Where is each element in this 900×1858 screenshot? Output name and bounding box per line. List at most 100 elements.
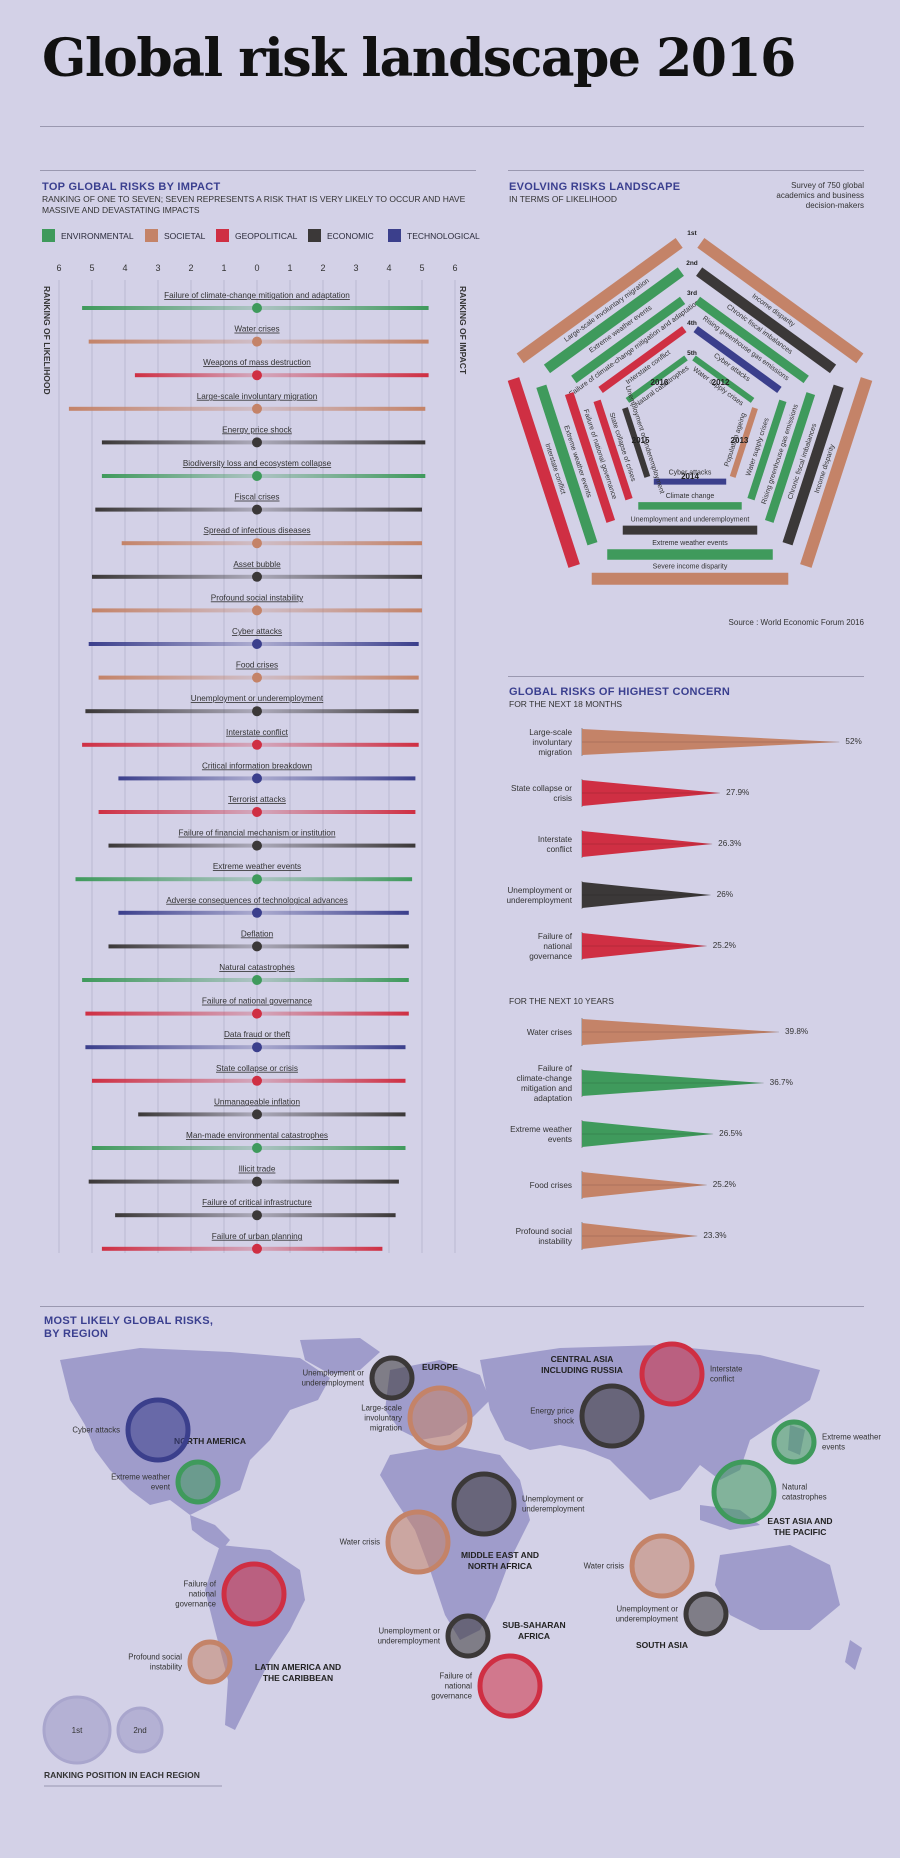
risk-row-critical-information-breakdown: Critical information breakdown bbox=[118, 761, 416, 784]
concern-value: 26.3% bbox=[718, 839, 741, 848]
evolving-segment-2013-3 bbox=[764, 392, 816, 523]
risk-row-large-scale-involuntary-migration: Large-scale involuntary migration bbox=[68, 392, 426, 414]
impact-bar bbox=[257, 339, 429, 344]
source-note: Source : World Economic Forum 2016 bbox=[728, 618, 864, 627]
risk-row-spread-of-infectious-diseases: Spread of infectious diseases bbox=[121, 526, 422, 549]
risk-label: Water crises bbox=[234, 325, 279, 334]
impact-bar bbox=[257, 675, 419, 680]
legend-swatch-geopolitical bbox=[216, 229, 229, 242]
likelihood-bar bbox=[101, 1246, 258, 1251]
evolving-segment-2016-5 bbox=[625, 355, 688, 403]
impact-bar bbox=[257, 877, 413, 882]
impact-section-title: TOP GLOBAL RISKS BY IMPACT bbox=[42, 181, 221, 193]
region-markers: NORTH AMERICA Cyber attacks Extreme weathe… bbox=[72, 1341, 881, 1719]
risk-label: Failure of financial mechanism or instit… bbox=[179, 829, 336, 838]
risk-label: Failure of urban planning bbox=[212, 1232, 303, 1241]
likelihood-axis-label: RANKING OF LIKELIHOOD bbox=[42, 286, 52, 395]
risk-bubble bbox=[175, 1459, 221, 1505]
risk-center-dot bbox=[252, 571, 262, 582]
risk-bubble-label: Failure of national governance bbox=[175, 1580, 217, 1609]
concern-triangle bbox=[582, 1070, 764, 1096]
likelihood-bar bbox=[85, 1011, 258, 1016]
risk-bubble bbox=[579, 1383, 645, 1449]
concern-label: State collapse or crisis bbox=[511, 784, 572, 803]
concern-row-18m-interstate-conflict: Interstate conflict 26.3% bbox=[538, 830, 741, 858]
legend-label-economic: ECONOMIC bbox=[327, 230, 374, 241]
risk-row-extreme-weather-events: Extreme weather events bbox=[75, 862, 413, 885]
impact-bar bbox=[257, 541, 422, 546]
likelihood-bar bbox=[108, 944, 257, 949]
risk-label: Natural catastrophes bbox=[219, 963, 295, 972]
impact-bar bbox=[257, 810, 416, 814]
concern-10y-subtitle: FOR THE NEXT 10 YEARS bbox=[509, 996, 614, 1006]
evolving-label-2014-2: Extreme weather events bbox=[652, 540, 728, 547]
concern-triangle bbox=[582, 1019, 780, 1045]
evolving-segment-2016-3 bbox=[571, 296, 686, 384]
likelihood-bar bbox=[92, 574, 257, 579]
risk-row-illicit-trade: Illicit trade bbox=[88, 1165, 399, 1187]
risk-center-dot bbox=[252, 370, 262, 381]
risk-bubble bbox=[385, 1509, 451, 1575]
risk-bubble bbox=[477, 1653, 543, 1719]
risk-row-terrorist-attacks: Terrorist attacks bbox=[98, 795, 416, 817]
likelihood-bar bbox=[115, 1213, 257, 1218]
likelihood-bar bbox=[88, 642, 257, 646]
risk-label: Asset bubble bbox=[233, 560, 281, 569]
legend-item-geopolitical: GEOPOLITICAL bbox=[216, 229, 297, 242]
concern-label: Interstate conflict bbox=[538, 835, 573, 854]
risk-center-dot bbox=[252, 1176, 262, 1187]
legend-swatch-societal bbox=[145, 229, 158, 242]
risk-center-dot bbox=[252, 471, 262, 481]
evolving-segment-2016-2 bbox=[543, 267, 684, 374]
risk-center-dot bbox=[252, 706, 262, 717]
risk-label: Failure of national governance bbox=[202, 997, 313, 1006]
region-south-asia: SOUTH ASIA Water crisis Unemployment or und… bbox=[584, 1533, 729, 1650]
year-label-2014: 2014 bbox=[681, 472, 699, 481]
rank-label-5: 5th bbox=[687, 350, 697, 357]
impact-bar bbox=[257, 1213, 396, 1218]
likelihood-bar bbox=[92, 1078, 257, 1083]
impact-bar bbox=[257, 406, 426, 411]
evolving-segment-2015-1 bbox=[507, 377, 580, 568]
risk-label: Man-made environmental catastrophes bbox=[186, 1131, 328, 1140]
risk-bubble bbox=[187, 1639, 233, 1685]
risk-center-dot bbox=[252, 672, 262, 683]
evolving-segment-2013-4 bbox=[747, 399, 787, 501]
likelihood-bar bbox=[118, 776, 258, 781]
risk-row-failure-of-financial-mechanism-or-institution: Failure of financial mechanism or instit… bbox=[108, 829, 416, 851]
risk-row-failure-of-urban-planning: Failure of urban planning bbox=[101, 1232, 383, 1254]
risk-center-dot bbox=[252, 1109, 262, 1120]
title-divider bbox=[40, 126, 864, 127]
impact-bar bbox=[257, 507, 422, 512]
risk-bubble bbox=[639, 1341, 705, 1407]
likelihood-bar bbox=[82, 742, 257, 747]
tick-right-4: 4 bbox=[386, 263, 391, 273]
risk-label: Illicit trade bbox=[239, 1165, 276, 1174]
likelihood-bar bbox=[108, 843, 257, 848]
risk-label: Cyber attacks bbox=[232, 627, 282, 636]
rank-label-3: 3rd bbox=[687, 290, 697, 297]
evolving-segment-2013-1 bbox=[800, 377, 873, 568]
risk-row-man-made-environmental-catastrophes: Man-made environmental catastrophes bbox=[92, 1131, 406, 1153]
impact-bar bbox=[257, 776, 416, 781]
risk-row-fiscal-crises: Fiscal crises bbox=[95, 493, 422, 515]
rank-label-1: 1st bbox=[687, 230, 697, 237]
impact-bar bbox=[257, 1246, 383, 1251]
region-name: MIDDLE EAST AND NORTH AFRICA bbox=[461, 1550, 539, 1571]
risk-center-dot bbox=[252, 773, 262, 784]
likelihood-bar bbox=[98, 810, 257, 814]
risk-bubble bbox=[369, 1355, 415, 1401]
survey-note-line-2: academics and business bbox=[776, 191, 864, 200]
risk-label: Energy price shock bbox=[222, 425, 293, 434]
impact-bar bbox=[257, 440, 426, 445]
impact-axis-label: RANKING OF IMPACT bbox=[458, 286, 468, 375]
concern-row-10y-failure-of-climate-change-mitigation-and-adaptation: Failure of climate-change mitigation and ad… bbox=[516, 1064, 792, 1103]
tick-left-6: 6 bbox=[56, 263, 61, 273]
region-middle-east-and-north-africa: MIDDLE EAST AND NORTH AFRICA Water crisis U… bbox=[340, 1471, 585, 1575]
evolving-segment-2016-4 bbox=[598, 326, 687, 393]
tick-right-6: 6 bbox=[452, 263, 457, 273]
concern-triangle bbox=[582, 729, 840, 755]
risk-bubble-label: Unemployment or underemployment bbox=[522, 1495, 585, 1514]
risk-label: Fiscal crises bbox=[234, 493, 279, 502]
impact-bar bbox=[257, 474, 426, 478]
